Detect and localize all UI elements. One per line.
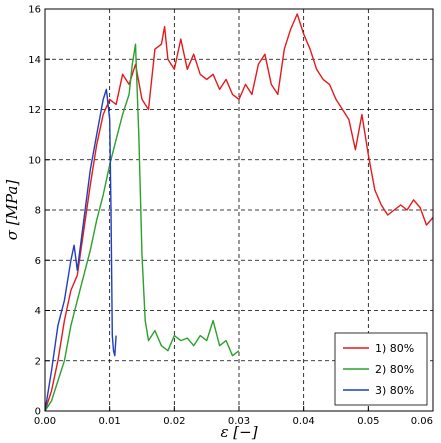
y-tick-label: 10 bbox=[28, 155, 41, 166]
legend-label: 2) 80% bbox=[375, 363, 414, 376]
y-tick-label: 0 bbox=[35, 407, 41, 418]
series-line-1 bbox=[44, 13, 434, 412]
legend: 1) 80% 2) 80% 3) 80% bbox=[334, 332, 428, 406]
x-tick-label: 0.01 bbox=[99, 416, 121, 427]
axis-ticks: 0.00 0.01 0.02 0.03 0.04 0.05 0.06 0 2 4 6 8 10 12 14 1… bbox=[28, 5, 434, 427]
x-tick-label: 0.05 bbox=[357, 416, 379, 427]
legend-label: 1) 80% bbox=[375, 342, 414, 355]
series-line-2 bbox=[44, 43, 240, 412]
y-tick-label: 2 bbox=[35, 356, 41, 367]
y-tick-label: 6 bbox=[35, 256, 41, 267]
x-tick-label: 0.04 bbox=[293, 416, 315, 427]
y-axis-label: σ [MPa] bbox=[3, 180, 21, 241]
y-tick-label: 4 bbox=[35, 306, 41, 317]
y-tick-label: 14 bbox=[28, 55, 41, 66]
y-tick-label: 12 bbox=[28, 105, 41, 116]
x-tick-label: 0.00 bbox=[34, 416, 56, 427]
y-tick-label: 8 bbox=[35, 206, 41, 217]
x-axis-label: ε [−] bbox=[220, 423, 257, 441]
y-tick-label: 16 bbox=[28, 5, 41, 16]
x-tick-label: 0.06 bbox=[411, 416, 433, 427]
series-line-3 bbox=[44, 88, 117, 412]
x-tick-label: 0.03 bbox=[228, 416, 250, 427]
series-layer bbox=[44, 13, 434, 412]
legend-label: 3) 80% bbox=[375, 384, 414, 397]
x-tick-label: 0.02 bbox=[163, 416, 185, 427]
